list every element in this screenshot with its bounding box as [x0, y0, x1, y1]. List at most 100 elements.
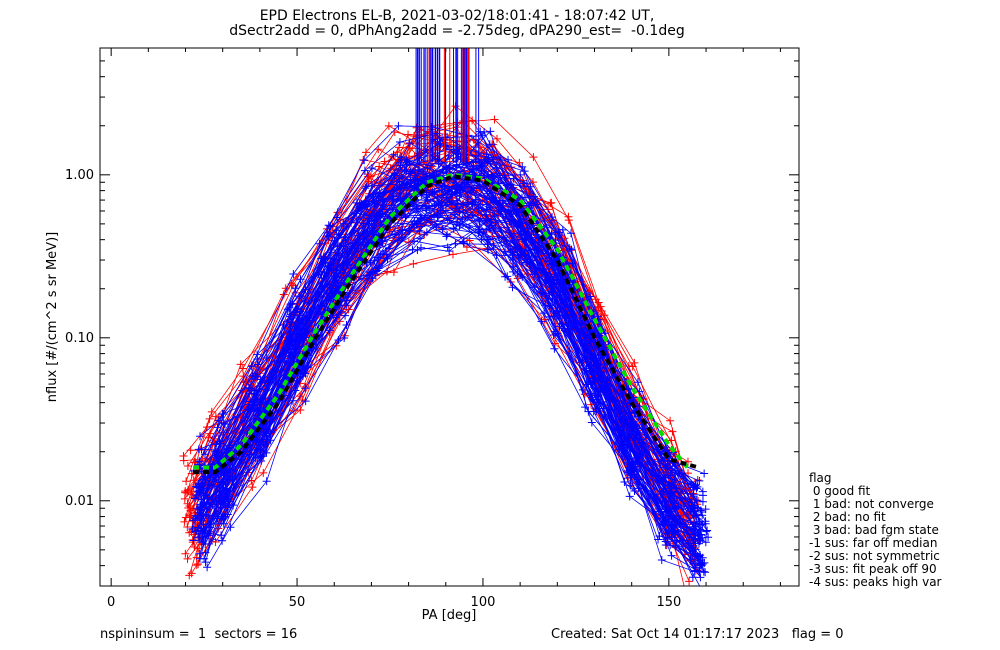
- red-point: [181, 549, 190, 558]
- blue-point: [501, 247, 510, 256]
- blue-point: [549, 330, 558, 339]
- red-point: [666, 416, 675, 425]
- blue-point: [540, 289, 549, 298]
- red-point: [409, 259, 418, 268]
- blue-point: [695, 568, 704, 577]
- blue-point: [699, 567, 708, 576]
- blue-point: [704, 533, 713, 542]
- blue-point: [509, 267, 518, 276]
- red-point: [628, 362, 637, 371]
- legend-item: -2 sus: not symmetric: [809, 549, 940, 563]
- blue-point: [218, 409, 227, 418]
- blue-point: [630, 486, 639, 495]
- blue-point: [361, 184, 370, 193]
- blue-point: [416, 222, 425, 231]
- blue-point: [192, 482, 201, 491]
- legend-item: 0 good fit: [809, 484, 871, 498]
- red-point: [181, 487, 190, 496]
- blue-point: [263, 376, 272, 385]
- blue-point: [405, 138, 414, 147]
- red-point: [238, 364, 247, 373]
- blue-point: [195, 457, 204, 466]
- blue-point: [695, 525, 704, 534]
- blue-point: [443, 230, 452, 239]
- red-point: [591, 295, 600, 304]
- red-point: [544, 205, 553, 214]
- blue-point: [451, 188, 460, 197]
- blue-point: [567, 229, 576, 238]
- red-point: [182, 488, 191, 497]
- blue-point: [691, 545, 700, 554]
- red-point: [564, 212, 573, 221]
- y-tick-label: 0.01: [65, 494, 94, 509]
- flag-legend: flag 0 good fit 1 bad: not converge 2 ba…: [809, 472, 941, 589]
- blue-point: [293, 305, 302, 314]
- blue-point: [197, 516, 206, 525]
- blue-point: [287, 318, 296, 327]
- blue-point: [410, 217, 419, 226]
- chart-title-line1: EPD Electrons EL-B, 2021-03-02/18:01:41 …: [259, 8, 655, 24]
- blue-point: [526, 182, 535, 191]
- legend-item: 3 bad: bad fgm state: [809, 523, 939, 537]
- blue-point: [501, 272, 510, 281]
- blue-point: [298, 311, 307, 320]
- red-point: [395, 143, 404, 152]
- blue-point: [261, 440, 270, 449]
- blue-point: [520, 167, 529, 176]
- blue-point: [667, 533, 676, 542]
- blue-point: [262, 448, 271, 457]
- red-point: [194, 560, 203, 569]
- blue-point: [630, 462, 639, 471]
- blue-point: [216, 503, 225, 512]
- blue-point: [410, 181, 419, 190]
- red-point: [183, 462, 192, 471]
- red-point: [183, 522, 192, 531]
- blue-point: [456, 186, 465, 195]
- blue-point: [402, 190, 411, 199]
- blue-point: [359, 235, 368, 244]
- blue-point: [251, 453, 260, 462]
- blue-point: [224, 497, 233, 506]
- blue-point: [340, 333, 349, 342]
- blue-point: [690, 530, 699, 539]
- blue-point: [367, 164, 376, 173]
- blue-point: [222, 465, 231, 474]
- blue-point: [325, 280, 334, 289]
- blue-point: [655, 532, 664, 541]
- blue-point: [508, 283, 517, 292]
- blue-point: [445, 163, 454, 172]
- blue-point: [199, 536, 208, 545]
- blue-point: [405, 169, 414, 178]
- blue-point: [483, 157, 492, 166]
- blue-point: [375, 261, 384, 270]
- blue-point: [469, 184, 478, 193]
- blue-point: [667, 551, 676, 560]
- blue-point: [504, 155, 513, 164]
- blue-point: [530, 238, 539, 247]
- blue-point: [668, 478, 677, 487]
- blue-point: [281, 357, 290, 366]
- blue-point: [587, 418, 596, 427]
- blue-point: [507, 210, 516, 219]
- red-point: [179, 456, 188, 465]
- blue-point: [635, 449, 644, 458]
- blue-point: [220, 495, 229, 504]
- blue-point: [702, 527, 711, 536]
- red-point: [183, 554, 192, 563]
- blue-point: [567, 245, 576, 254]
- blue-point: [698, 511, 707, 520]
- blue-point: [220, 420, 229, 429]
- blue-point: [482, 200, 491, 209]
- blue-point: [257, 456, 266, 465]
- red-point: [681, 586, 689, 594]
- blue-point: [589, 356, 598, 365]
- red-point: [189, 476, 198, 485]
- red-point: [180, 517, 189, 526]
- red-point: [211, 537, 220, 546]
- blue-point: [334, 234, 343, 243]
- legend-heading: flag: [809, 471, 832, 485]
- blue-point: [359, 219, 368, 228]
- blue-point: [360, 156, 369, 165]
- blue-point: [548, 213, 557, 222]
- blue-point: [408, 245, 417, 254]
